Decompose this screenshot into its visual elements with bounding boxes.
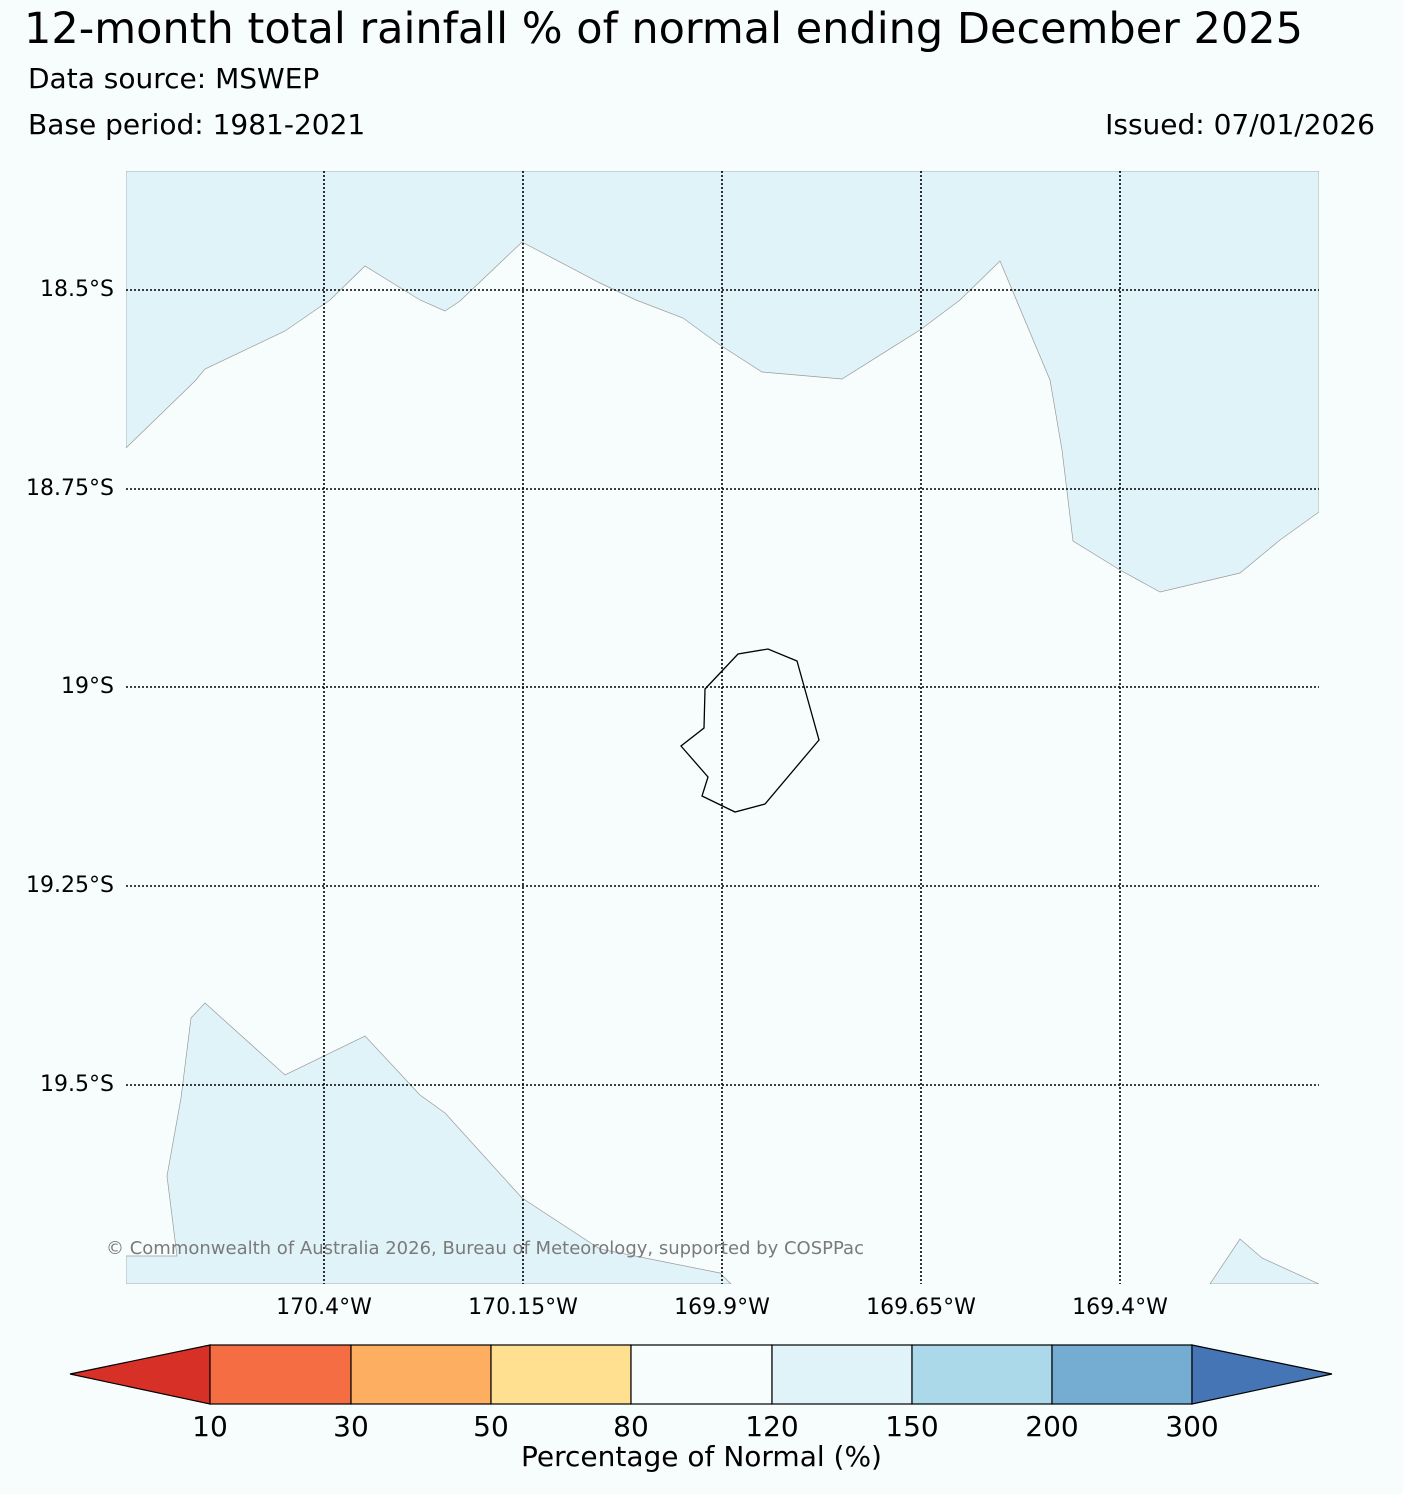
colorbar-title: Percentage of Normal (%) — [521, 1440, 882, 1473]
colorbar-bin — [490, 1344, 632, 1405]
lat-label: 18.5°S — [40, 277, 114, 302]
colorbar-extend-low — [69, 1344, 211, 1405]
issued-date: Issued: 07/01/2026 — [1105, 108, 1375, 141]
colorbar-bin — [209, 1344, 352, 1405]
copyright-notice: © Commonwealth of Australia 2026, Bureau… — [106, 1238, 864, 1259]
colorbar-tick-label: 150 — [885, 1410, 939, 1443]
colorbar-tick-label: 120 — [745, 1410, 799, 1443]
data-source: Data source: MSWEP — [28, 62, 320, 95]
lon-label: 170.15°W — [468, 1295, 578, 1320]
wet-region-north — [126, 171, 1319, 593]
colorbar-tick-label: 300 — [1165, 1410, 1219, 1443]
colorbar-tick-label: 200 — [1025, 1410, 1079, 1443]
lon-label: 169.65°W — [866, 1295, 976, 1320]
colorbar-bin — [350, 1344, 492, 1405]
lon-label: 169.4°W — [1072, 1295, 1168, 1320]
colorbar-bin — [771, 1344, 913, 1405]
colorbar-extend-high — [1191, 1344, 1333, 1405]
colorbar — [69, 1344, 1333, 1405]
lat-label: 19°S — [61, 674, 114, 699]
lat-label: 19.5°S — [40, 1072, 114, 1097]
lon-label: 170.4°W — [276, 1295, 372, 1320]
colorbar-tick-label: 80 — [613, 1410, 649, 1443]
colorbar-tick-label: 30 — [333, 1410, 369, 1443]
lat-label: 18.75°S — [26, 476, 114, 501]
colorbar-tick-label: 10 — [192, 1410, 228, 1443]
colorbar-tick-label: 50 — [473, 1410, 509, 1443]
chart-title: 12-month total rainfall % of normal endi… — [24, 4, 1303, 54]
lat-label: 19.25°S — [26, 873, 114, 898]
lon-label: 169.9°W — [674, 1295, 770, 1320]
colorbar-bin — [1051, 1344, 1193, 1405]
colorbar-bin — [630, 1344, 773, 1405]
wet-region-southeast — [1209, 1238, 1319, 1284]
graticule — [126, 171, 1319, 1284]
base-period: Base period: 1981-2021 — [28, 108, 366, 141]
colorbar-bin — [911, 1344, 1053, 1405]
wet-region-southwest — [126, 1002, 732, 1284]
island-outline — [680, 648, 820, 813]
